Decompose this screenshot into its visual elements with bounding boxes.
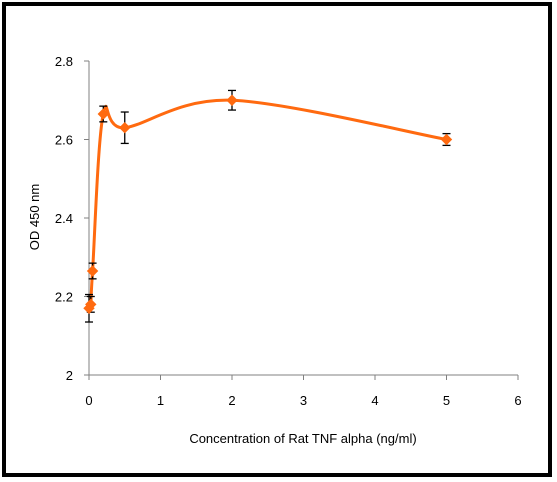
x-axis-ticks: 0 1 2 3 4 5 6 bbox=[85, 375, 522, 408]
data-point bbox=[85, 298, 97, 311]
x-tick-label: 0 bbox=[85, 393, 92, 408]
data-point bbox=[86, 265, 99, 277]
x-tick-label: 6 bbox=[514, 393, 521, 408]
data-point bbox=[97, 108, 110, 120]
y-tick-label: 2.2 bbox=[55, 290, 73, 305]
data-point bbox=[226, 94, 238, 106]
y-tick-label: 2 bbox=[66, 368, 73, 383]
y-tick-label: 2.8 bbox=[55, 54, 73, 69]
data-point bbox=[119, 122, 131, 134]
x-tick-label: 1 bbox=[157, 393, 164, 408]
y-axis-title: OD 450 nm bbox=[27, 184, 42, 250]
x-tick-label: 4 bbox=[371, 393, 378, 408]
y-tick-label: 2.6 bbox=[55, 133, 73, 148]
x-tick-label: 2 bbox=[228, 393, 235, 408]
x-axis-title: Concentration of Rat TNF alpha (ng/ml) bbox=[189, 431, 416, 446]
x-tick-label: 3 bbox=[300, 393, 307, 408]
data-point bbox=[440, 133, 453, 146]
y-axis-ticks: 2 2.2 2.4 2.6 2.8 bbox=[55, 54, 89, 383]
data-markers bbox=[83, 94, 453, 314]
x-tick-label: 5 bbox=[443, 393, 450, 408]
y-tick-label: 2.4 bbox=[55, 211, 73, 226]
